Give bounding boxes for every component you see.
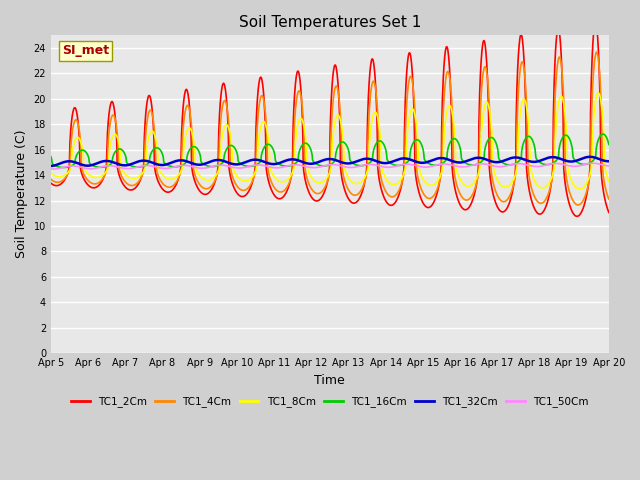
TC1_32Cm <box>90 162 98 168</box>
TC1_50Cm <box>365 161 372 167</box>
TC1_16Cm <box>47 154 55 160</box>
TC1_2Cm <box>113 140 120 145</box>
TC1_2Cm <box>591 19 599 25</box>
TC1_4Cm <box>574 202 582 208</box>
TC1_2Cm <box>573 214 580 219</box>
TC1_2Cm <box>295 72 303 77</box>
TC1_50Cm <box>284 163 292 168</box>
TC1_16Cm <box>306 144 314 150</box>
TC1_32Cm <box>605 158 612 164</box>
TC1_50Cm <box>50 166 58 172</box>
TC1_16Cm <box>113 147 121 153</box>
TC1_2Cm <box>284 186 291 192</box>
TC1_8Cm <box>47 170 55 176</box>
TC1_2Cm <box>365 94 372 100</box>
TC1_4Cm <box>113 126 120 132</box>
TC1_16Cm <box>91 163 99 169</box>
TC1_8Cm <box>365 165 372 170</box>
TC1_2Cm <box>305 190 313 196</box>
TC1_16Cm <box>599 131 607 137</box>
Line: TC1_2Cm: TC1_2Cm <box>51 22 609 216</box>
Text: SI_met: SI_met <box>62 44 109 58</box>
TC1_16Cm <box>60 165 67 170</box>
TC1_32Cm <box>113 161 120 167</box>
TC1_8Cm <box>305 170 313 176</box>
TC1_32Cm <box>586 154 594 160</box>
TC1_32Cm <box>295 158 303 164</box>
TC1_32Cm <box>284 157 291 163</box>
TC1_2Cm <box>47 180 55 186</box>
TC1_8Cm <box>90 174 98 180</box>
TC1_50Cm <box>306 165 314 170</box>
Legend: TC1_2Cm, TC1_4Cm, TC1_8Cm, TC1_16Cm, TC1_32Cm, TC1_50Cm: TC1_2Cm, TC1_4Cm, TC1_8Cm, TC1_16Cm, TC1… <box>67 392 593 411</box>
TC1_16Cm <box>296 148 303 154</box>
TC1_8Cm <box>595 90 602 96</box>
TC1_16Cm <box>284 163 292 169</box>
TC1_50Cm <box>47 166 55 172</box>
Line: TC1_4Cm: TC1_4Cm <box>51 52 609 205</box>
TC1_4Cm <box>284 183 291 189</box>
Line: TC1_16Cm: TC1_16Cm <box>51 134 609 168</box>
TC1_50Cm <box>605 163 612 169</box>
TC1_4Cm <box>305 181 313 187</box>
X-axis label: Time: Time <box>314 373 345 386</box>
Line: TC1_32Cm: TC1_32Cm <box>51 157 609 166</box>
TC1_32Cm <box>305 161 313 167</box>
TC1_50Cm <box>91 166 99 171</box>
TC1_50Cm <box>589 160 596 166</box>
TC1_4Cm <box>295 88 303 94</box>
TC1_8Cm <box>576 186 584 192</box>
TC1_8Cm <box>113 133 120 139</box>
TC1_16Cm <box>365 161 372 167</box>
TC1_4Cm <box>605 196 612 202</box>
Title: Soil Temperatures Set 1: Soil Temperatures Set 1 <box>239 15 421 30</box>
TC1_50Cm <box>296 162 303 168</box>
TC1_4Cm <box>90 181 98 187</box>
TC1_32Cm <box>365 156 372 162</box>
TC1_4Cm <box>593 49 600 55</box>
Line: TC1_8Cm: TC1_8Cm <box>51 93 609 189</box>
Line: TC1_50Cm: TC1_50Cm <box>51 163 609 169</box>
TC1_8Cm <box>284 177 291 182</box>
TC1_4Cm <box>47 176 55 182</box>
TC1_50Cm <box>113 164 121 170</box>
TC1_32Cm <box>47 163 55 169</box>
TC1_8Cm <box>295 117 303 123</box>
TC1_2Cm <box>90 185 98 191</box>
TC1_4Cm <box>365 126 372 132</box>
TC1_8Cm <box>605 179 612 184</box>
TC1_16Cm <box>605 142 612 147</box>
Y-axis label: Soil Temperature (C): Soil Temperature (C) <box>15 130 28 258</box>
TC1_2Cm <box>605 209 612 215</box>
